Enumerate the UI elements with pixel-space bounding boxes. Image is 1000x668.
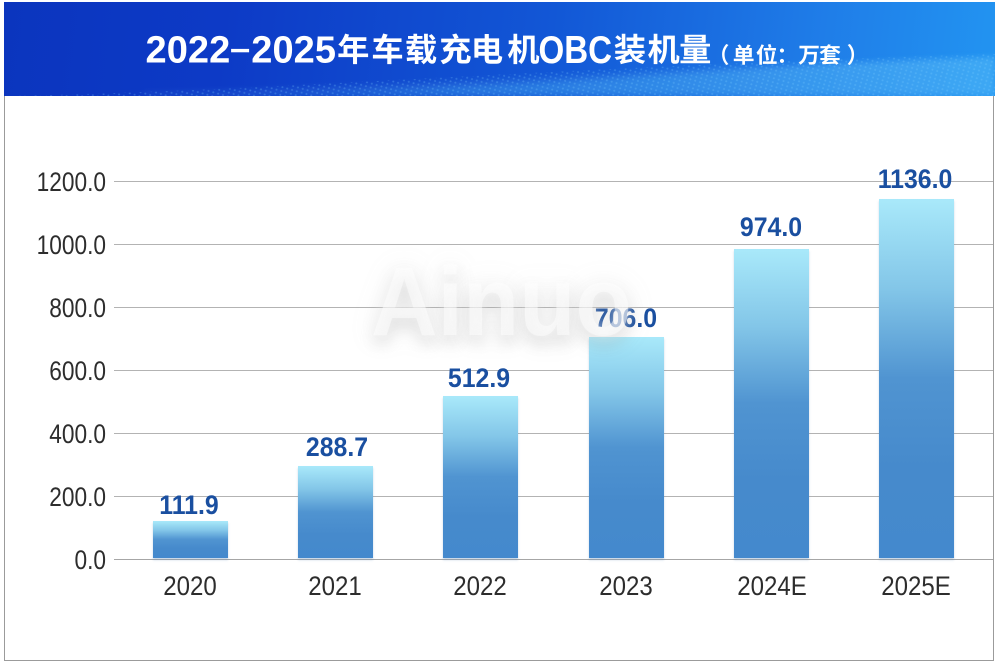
svg-text:OBC: OBC xyxy=(539,29,613,72)
svg-text:2022: 2022 xyxy=(146,29,231,71)
svg-text:2025: 2025 xyxy=(251,29,336,71)
